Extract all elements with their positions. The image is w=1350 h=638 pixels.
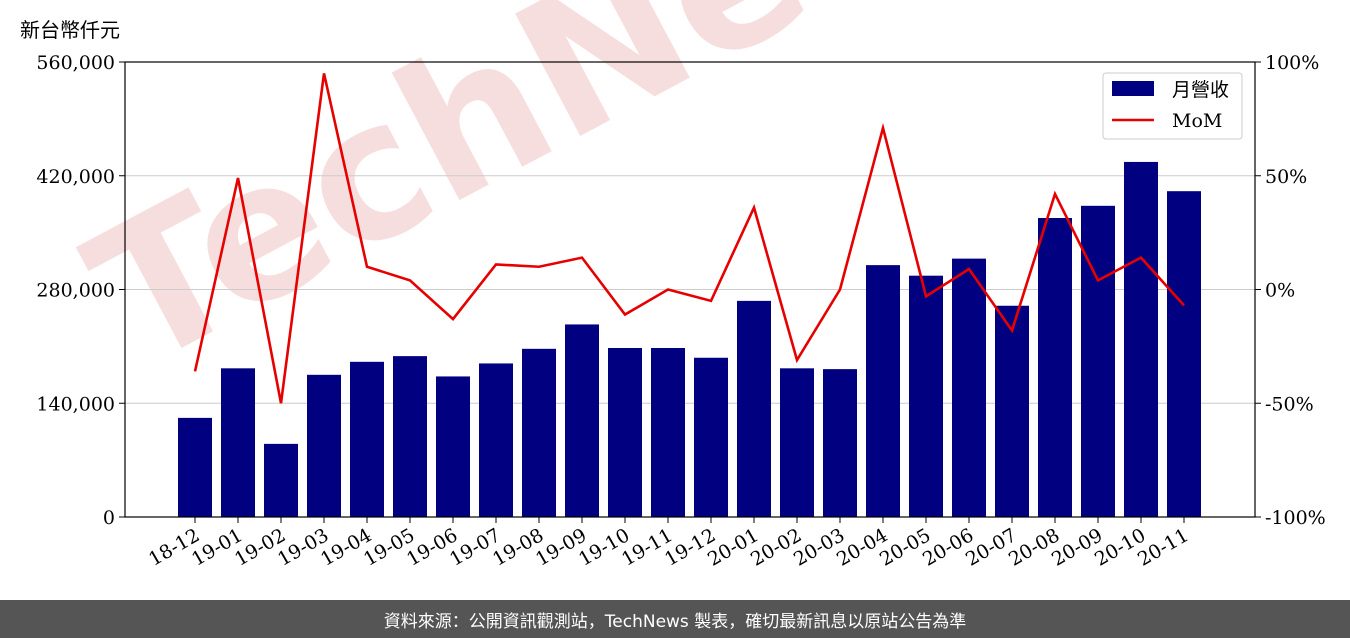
revenue-bar [780, 368, 814, 517]
legend-label-mom: MoM [1172, 110, 1222, 132]
revenue-bar [737, 300, 771, 517]
y-left-tick-label: 560,000 [36, 52, 115, 74]
y-right-tick-label: 0% [1265, 280, 1295, 302]
revenue-bar [393, 356, 427, 517]
revenue-bar [995, 305, 1029, 517]
x-tick-label: 20-11 [1134, 524, 1192, 570]
source-footer: 資料來源：公開資訊觀測站，TechNews 製表，確切最新訊息以原站公告為準 [0, 600, 1350, 638]
mom-line-series [193, 73, 1185, 404]
y-axis-unit-label: 新台幣仟元 [20, 18, 120, 42]
revenue-bar [1081, 205, 1115, 517]
mom-line [193, 73, 1185, 404]
footer-text: 資料來源：公開資訊觀測站，TechNews 製表，確切最新訊息以原站公告為準 [383, 611, 967, 632]
y-left-tick-label: 0 [103, 507, 115, 529]
revenue-bar [350, 361, 384, 517]
revenue-bar [909, 275, 943, 517]
revenue-bar [694, 357, 728, 517]
legend-label-revenue: 月營收 [1172, 79, 1229, 101]
revenue-bar [436, 376, 470, 517]
revenue-bars [178, 161, 1201, 517]
y-left-tick-label: 280,000 [36, 280, 115, 302]
y-right-tick-label: 50% [1265, 166, 1307, 188]
revenue-bar [479, 363, 513, 517]
legend: 月營收 MoM [1102, 72, 1243, 140]
revenue-bar [1124, 161, 1158, 517]
revenue-bar [565, 324, 599, 517]
revenue-bar [1038, 218, 1072, 517]
revenue-bar [651, 348, 685, 517]
revenue-bar [221, 368, 255, 517]
revenue-bar [522, 348, 556, 517]
legend-bar-swatch [1112, 81, 1154, 96]
revenue-bar [608, 348, 642, 517]
y-left-tick-label: 140,000 [36, 393, 115, 415]
revenue-chart: TechNews 0140,000280,000420,000560,000-1… [36, 0, 1326, 571]
revenue-bar [866, 265, 900, 517]
revenue-bar [1167, 191, 1201, 517]
revenue-bar [178, 417, 212, 517]
revenue-bar [307, 374, 341, 517]
y-right-tick-label: -50% [1265, 393, 1314, 415]
y-right-tick-label: -100% [1265, 507, 1326, 529]
revenue-bar [264, 443, 298, 517]
revenue-bar [952, 258, 986, 517]
y-right-tick-label: 100% [1265, 52, 1319, 74]
revenue-bar [823, 369, 857, 517]
y-left-tick-label: 420,000 [36, 166, 115, 188]
